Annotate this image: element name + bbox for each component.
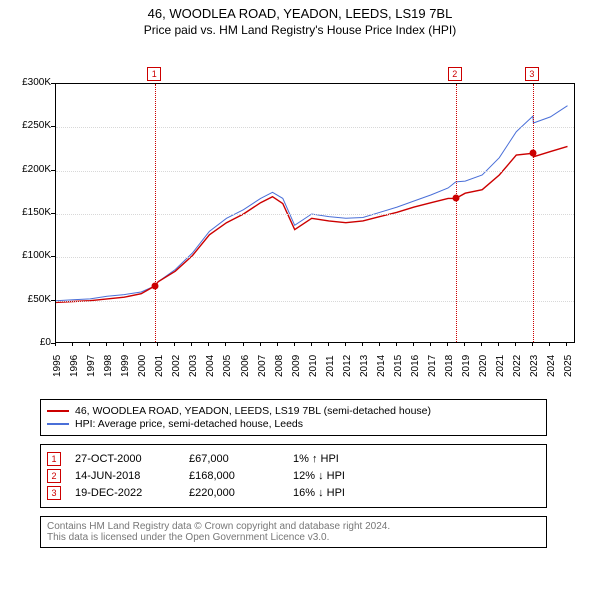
sale-date: 19-DEC-2022 [75, 487, 175, 499]
sale-marker: 3 [47, 486, 61, 500]
x-tick-label: 2005 [222, 355, 233, 377]
footer: Contains HM Land Registry data © Crown c… [40, 516, 547, 548]
x-tick-label: 2016 [410, 355, 421, 377]
chart: £0 £50K £100K £150K £200K £250K £300K 1995 1996 1… [15, 43, 585, 393]
x-tick-label: 2021 [495, 355, 506, 377]
x-tick-label: 2023 [529, 355, 540, 377]
page-subtitle: Price paid vs. HM Land Registry's House … [0, 23, 600, 37]
x-tick-label: 2004 [205, 355, 216, 377]
footer-line: This data is licensed under the Open Gov… [47, 532, 540, 543]
page-title: 46, WOODLEA ROAD, YEADON, LEEDS, LS19 7B… [0, 6, 600, 21]
legend-label: 46, WOODLEA ROAD, YEADON, LEEDS, LS19 7B… [75, 405, 431, 417]
y-tick-label: £200K [15, 164, 51, 175]
marker-label: 2 [448, 67, 462, 81]
x-tick-label: 1996 [69, 355, 80, 377]
sale-price: £168,000 [189, 470, 279, 482]
legend-swatch [47, 423, 69, 425]
sale-row: 1 27-OCT-2000 £67,000 1% ↑ HPI [47, 452, 540, 466]
sale-hpi: 16% ↓ HPI [293, 487, 383, 499]
sale-marker: 1 [47, 452, 61, 466]
x-tick-label: 2006 [240, 355, 251, 377]
y-tick-label: £100K [15, 250, 51, 261]
y-tick-label: £250K [15, 120, 51, 131]
legend: 46, WOODLEA ROAD, YEADON, LEEDS, LS19 7B… [40, 399, 547, 436]
x-tick-label: 2001 [154, 355, 165, 377]
x-tick-label: 2000 [137, 355, 148, 377]
sale-date: 14-JUN-2018 [75, 470, 175, 482]
x-tick-label: 1997 [86, 355, 97, 377]
x-tick-label: 2012 [342, 355, 353, 377]
legend-item: HPI: Average price, semi-detached house,… [47, 418, 540, 430]
plot-area [55, 83, 575, 343]
x-tick-label: 2015 [393, 355, 404, 377]
y-tick-label: £0 [15, 337, 51, 348]
x-tick-label: 2009 [291, 355, 302, 377]
x-tick-label: 1995 [52, 355, 63, 377]
x-tick-label: 2018 [444, 355, 455, 377]
marker-vline [155, 84, 156, 342]
x-tick-label: 2017 [427, 355, 438, 377]
sale-hpi: 12% ↓ HPI [293, 470, 383, 482]
marker-label: 1 [147, 67, 161, 81]
legend-item: 46, WOODLEA ROAD, YEADON, LEEDS, LS19 7B… [47, 405, 540, 417]
sale-date: 27-OCT-2000 [75, 453, 175, 465]
x-tick-label: 2019 [461, 355, 472, 377]
y-tick-label: £150K [15, 207, 51, 218]
x-tick-label: 2002 [171, 355, 182, 377]
y-tick-label: £300K [15, 77, 51, 88]
sale-price: £220,000 [189, 487, 279, 499]
sale-hpi: 1% ↑ HPI [293, 453, 383, 465]
sale-row: 2 14-JUN-2018 £168,000 12% ↓ HPI [47, 469, 540, 483]
x-tick-label: 2024 [546, 355, 557, 377]
marker-label: 3 [525, 67, 539, 81]
marker-dot [529, 150, 536, 157]
legend-swatch [47, 410, 69, 412]
x-tick-label: 1999 [120, 355, 131, 377]
x-tick-label: 2011 [325, 355, 336, 377]
footer-line: Contains HM Land Registry data © Crown c… [47, 521, 540, 532]
marker-vline [533, 84, 534, 342]
marker-dot [452, 195, 459, 202]
y-tick-label: £50K [15, 294, 51, 305]
series-hpi [56, 106, 568, 301]
x-tick-label: 2007 [257, 355, 268, 377]
x-tick-label: 2003 [188, 355, 199, 377]
marker-vline [456, 84, 457, 342]
x-tick-label: 2014 [376, 355, 387, 377]
sale-row: 3 19-DEC-2022 £220,000 16% ↓ HPI [47, 486, 540, 500]
x-tick-label: 1998 [103, 355, 114, 377]
x-tick-label: 2022 [512, 355, 523, 377]
x-tick-label: 2010 [308, 355, 319, 377]
x-tick-label: 2025 [563, 355, 574, 377]
x-tick-label: 2020 [478, 355, 489, 377]
sale-marker: 2 [47, 469, 61, 483]
sales-table: 1 27-OCT-2000 £67,000 1% ↑ HPI 2 14-JUN-2018 £… [40, 444, 547, 508]
legend-label: HPI: Average price, semi-detached house,… [75, 418, 303, 430]
marker-dot [152, 282, 159, 289]
sale-price: £67,000 [189, 453, 279, 465]
x-tick-label: 2013 [359, 355, 370, 377]
x-tick-label: 2008 [274, 355, 285, 377]
